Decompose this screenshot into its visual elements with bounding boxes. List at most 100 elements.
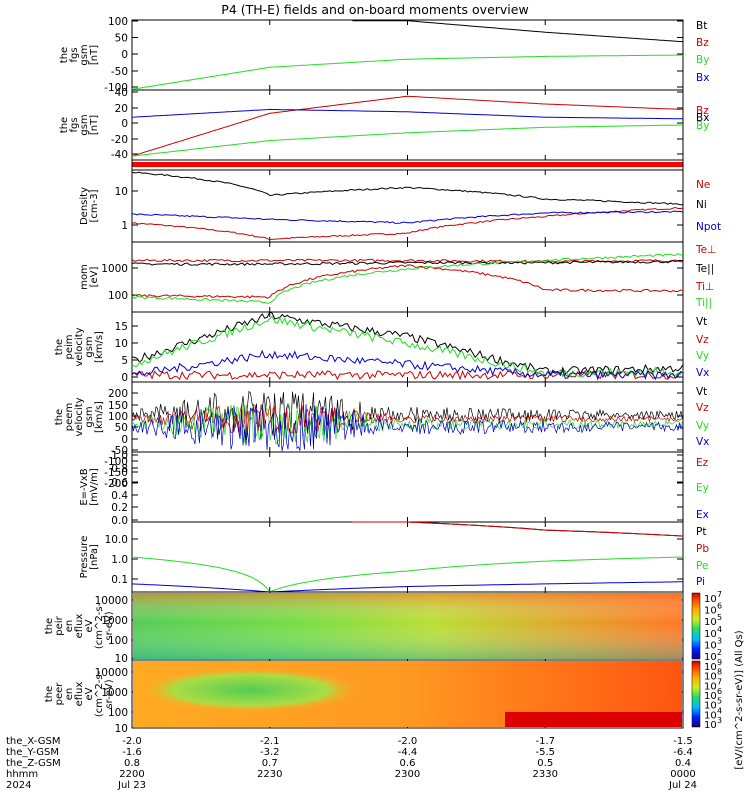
y-tick-label: -40 (111, 149, 128, 161)
x-axis-value: 2200 (119, 769, 144, 780)
x-axis-value: -1.6 (122, 747, 142, 758)
y-tick-label: 50 (115, 422, 128, 434)
y-axis-label: [nT] (89, 115, 100, 135)
series-i-velocity-3 (131, 404, 683, 452)
y-tick-label: 10 (115, 723, 128, 735)
legend-pt: Pt (696, 526, 706, 538)
series-fgs-gsm-1-bt (352, 20, 684, 43)
y-axis-label: fgs (69, 47, 80, 62)
legend-pi: Pi (696, 576, 705, 588)
y-tick-label: -100 (104, 456, 128, 468)
series-pressure-pb (352, 521, 684, 537)
x-axis-value: 0.5 (537, 758, 553, 769)
colorbar-exp: 7 (717, 590, 722, 599)
colorbar-tick: 10 (704, 640, 717, 651)
y-tick-label: -50 (111, 445, 128, 457)
colorbar-tick: 10 (704, 710, 717, 721)
y-tick-label: 1000 (101, 687, 128, 699)
legend-bx: Bx (696, 112, 709, 124)
y-tick-label: 1000 (101, 263, 128, 275)
y-tick-label: 10000 (95, 595, 128, 607)
y-axis-label: gsm (79, 114, 90, 135)
x-axis-value: -3.2 (260, 747, 280, 758)
x-axis-value: -1.7 (535, 736, 555, 747)
y-axis-label: peer (54, 682, 65, 706)
x-axis-value: Jul 24 (668, 780, 697, 791)
series-fgs-gsm-2-bx (131, 108, 684, 120)
legend-vz: Vz (696, 334, 709, 346)
x-axis-value: Jul 23 (117, 780, 146, 791)
x-axis-value: 0000 (670, 769, 695, 780)
x-axis-row-label: hhmm (6, 769, 38, 780)
panel-frame (131, 89, 684, 161)
x-axis-value: -1.5 (673, 736, 693, 747)
panel-frame (131, 659, 684, 729)
y-axis-label: [mV/m] (89, 468, 100, 506)
y-tick-label: 200 (108, 388, 128, 400)
y-tick-label: 150 (108, 400, 128, 412)
x-axis-value: 0.4 (675, 758, 691, 769)
y-axis-label: Pressure (79, 536, 90, 579)
y-tick-label: 0.1 (111, 574, 128, 586)
y-tick-label: -100 (104, 82, 128, 94)
y-axis-label: peem (64, 403, 75, 431)
state-bar-fill (132, 162, 683, 167)
y-axis-label: (cm^2-s- (94, 670, 105, 717)
colorbar-exp: 6 (717, 602, 722, 611)
y-axis-label: mom (79, 264, 90, 290)
x-axis-row-label: the_X-GSM (6, 736, 60, 747)
colorbar-tick: 10 (704, 662, 717, 673)
legend-npot: Npot (696, 221, 721, 233)
colorbar-exp: 4 (717, 706, 722, 715)
y-axis-label: the (54, 339, 65, 355)
y-axis-label: [nPa] (89, 544, 100, 570)
y-tick-label: 0 (121, 118, 128, 130)
y-tick-label: 10 (115, 653, 128, 665)
legend-bz: Bz (696, 105, 709, 117)
y-tick-label: 0.6 (111, 477, 128, 489)
peer-spectrogram-blob (140, 668, 360, 712)
colorbar-exp: 4 (717, 625, 722, 634)
y-tick-label: 0 (121, 372, 128, 384)
y-tick-label: 0 (121, 49, 128, 61)
colorbar-tick: 10 (704, 681, 717, 692)
panel-efield: 1.00.8 0.60.40.20.0 E=-VxB [mV/m] Ez Ey Ex (79, 450, 709, 527)
legend-vx: Vx (696, 367, 709, 379)
y-axis-label: [cm-3] (89, 189, 100, 222)
colorbar-exp: 6 (717, 687, 722, 696)
colorbar-exp: 7 (717, 677, 722, 686)
legend-ez: Ez (696, 457, 709, 469)
y-axis-label: [km/s] (94, 331, 105, 363)
y-axis-label: fgs (69, 117, 80, 132)
y-tick-label: 5 (121, 355, 128, 367)
legend-bx: Bx (696, 72, 709, 84)
colorbar-exp: 2 (717, 648, 722, 657)
y-axis-label: (cm^2-s- (94, 602, 105, 649)
y-axis-label: the (54, 409, 65, 425)
series-i-velocity-0 (131, 390, 683, 440)
peer-spectrogram-highflux (505, 712, 682, 727)
y-axis-label: the (44, 618, 55, 634)
series-i-velocity-1 (131, 403, 683, 434)
y-tick-label: 0.2 (111, 502, 128, 514)
y-tick-label: 100 (108, 635, 128, 647)
legend-te||: Te|| (695, 263, 714, 275)
y-axis-label: [nT] (89, 45, 100, 65)
series-pressure-pe (131, 556, 684, 593)
y-tick-label: 10000 (95, 667, 128, 679)
y-axis-label: peim (64, 334, 75, 359)
legend-pe: Pe (696, 560, 708, 572)
panel-density: 10 1 Density [cm-3] Ne Ni Npot (79, 169, 721, 243)
series-e-velocity-vz (131, 369, 684, 381)
y-tick-label: 20 (115, 103, 128, 115)
y-axis-label: [eV] (89, 267, 100, 288)
x-axis-value: 0.6 (400, 758, 416, 769)
series-temperature-te (131, 259, 684, 266)
series-pressure-pi (131, 581, 683, 593)
x-axis-value: 2230 (257, 769, 282, 780)
legend-vy: Vy (696, 420, 709, 432)
colorbar-exp: 3 (717, 636, 722, 645)
legend-ni: Ni (696, 199, 707, 211)
